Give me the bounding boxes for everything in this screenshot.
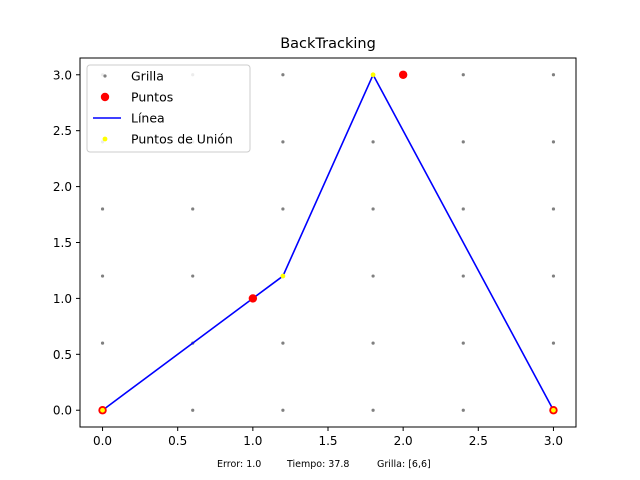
grid-point (371, 274, 375, 278)
legend-grid-marker (103, 74, 107, 78)
grid-point (100, 207, 105, 211)
grid-point (191, 207, 195, 211)
legend-label: Puntos (131, 90, 173, 105)
x-tick-label: 2.5 (469, 434, 488, 448)
union-point (551, 407, 556, 413)
grid-point (461, 73, 465, 77)
grid-point (281, 73, 285, 77)
legend-label: Línea (131, 111, 165, 126)
grid-point (551, 73, 556, 77)
legend-union-marker (102, 136, 108, 142)
grid-point (551, 207, 556, 211)
legend: Grilla Puntos Línea Puntos de Unión (86, 64, 251, 153)
footer-error: Error: 1.0 (217, 459, 261, 470)
y-tick-label: 1.0 (53, 292, 72, 306)
grid-point (371, 207, 375, 211)
grid-point (371, 408, 375, 412)
data-point (398, 70, 408, 79)
y-axis-ticks: 0.0 0.5 1.0 1.5 2.0 2.5 3.0 (53, 68, 80, 418)
grid-point (281, 140, 285, 144)
grid-point (461, 207, 465, 211)
grid-point (281, 341, 285, 345)
x-tick-label: 3.0 (544, 434, 563, 448)
grid-point (191, 274, 195, 278)
x-axis-ticks: 0.0 0.5 1.0 1.5 2.0 2.5 3.0 (93, 427, 563, 448)
grid-point (461, 341, 465, 345)
y-tick-label: 2.0 (53, 180, 72, 194)
legend-points-marker (100, 92, 110, 102)
grid-point (281, 207, 285, 211)
x-tick-label: 2.0 (394, 434, 413, 448)
footer: Error: 1.0 Tiempo: 37.8 Grilla: [6,6] (217, 459, 431, 470)
grid-point (281, 408, 285, 412)
y-tick-label: 2.5 (53, 124, 72, 138)
grid-point (191, 408, 195, 412)
grid-point (100, 341, 105, 345)
grid-point (461, 140, 465, 144)
x-tick-label: 0.0 (93, 434, 112, 448)
y-tick-label: 0.0 (53, 404, 72, 418)
union-point (280, 273, 286, 279)
grid-point (371, 341, 375, 345)
grid-point (551, 341, 556, 345)
footer-tiempo: Tiempo: 37.8 (286, 459, 349, 470)
chart-title: BackTracking (280, 36, 376, 52)
y-tick-label: 0.5 (53, 348, 72, 362)
x-tick-label: 0.5 (168, 434, 187, 448)
data-point (248, 294, 258, 303)
legend-label: Grilla (131, 69, 164, 84)
grid-point (461, 408, 465, 412)
union-layer (100, 72, 556, 413)
y-tick-label: 3.0 (53, 68, 72, 82)
grid-point (461, 274, 465, 278)
y-tick-label: 1.5 (53, 236, 72, 250)
legend-box (86, 64, 251, 153)
x-tick-label: 1.0 (243, 434, 262, 448)
footer-grilla: Grilla: [6,6] (377, 459, 431, 470)
union-point (370, 72, 376, 78)
grid-point (551, 140, 556, 144)
x-tick-label: 1.5 (318, 434, 337, 448)
grid-point (371, 140, 375, 144)
grid-point (100, 274, 105, 278)
legend-label: Puntos de Unión (131, 132, 233, 147)
grid-point (551, 274, 556, 278)
union-point (100, 407, 105, 413)
